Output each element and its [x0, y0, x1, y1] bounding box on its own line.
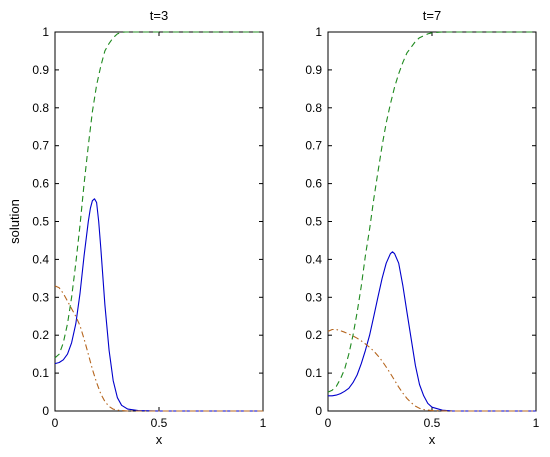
- chart-title: t=3: [150, 8, 168, 23]
- x-tick-label: 0: [325, 416, 332, 430]
- series-line-dashdot: [54, 285, 263, 412]
- y-tick-label: 0.8: [305, 101, 322, 115]
- y-tick-label: 0.7: [305, 139, 322, 153]
- subplot-t7: 0 0.1 0.2 0.3 0.4 0.5 0.6 0.7 0.8 0.9 1 0 0.5 1 t=7 x: [305, 8, 539, 447]
- x-tick-label: 1: [260, 416, 267, 430]
- y-tick-label: 0.2: [305, 328, 322, 342]
- x-tick-label: 0.5: [151, 416, 168, 430]
- y-axis-label: solution: [7, 199, 22, 244]
- y-tick-label: 0.6: [305, 177, 322, 191]
- series-line-solid: [54, 198, 263, 412]
- series-line-dashed: [327, 31, 536, 393]
- plot-frame: [327, 31, 537, 412]
- y-tick-label: 0.4: [32, 252, 49, 266]
- series-line-dashed: [54, 31, 263, 359]
- y-tick-label: 0.4: [305, 252, 322, 266]
- y-tick-label: 0.2: [32, 328, 49, 342]
- x-tick-label: 1: [533, 416, 540, 430]
- y-tick-label: 0.5: [305, 215, 322, 229]
- y-tick-label: 0.3: [32, 290, 49, 304]
- series-line-solid: [328, 251, 536, 412]
- y-tick-label: 0.9: [32, 63, 49, 77]
- x-tick-label: 0.5: [424, 416, 441, 430]
- y-tick-label: 0.8: [32, 101, 49, 115]
- y-tick-label: 0.1: [305, 366, 322, 380]
- y-tick-label: 1: [42, 25, 49, 39]
- y-tick-label: 0: [42, 404, 49, 418]
- x-axis-label: x: [429, 432, 436, 447]
- y-tick-label: 1: [315, 25, 322, 39]
- y-tick-label: 0: [315, 404, 322, 418]
- y-tick-label: 0.9: [305, 63, 322, 77]
- subplot-t3: 0 0.1 0.2 0.3 0.4 0.5 0.6 0.7 0.8 0.9 1 0 0.5 1 t=3 x so…: [7, 8, 267, 447]
- y-tick-label: 0.5: [32, 215, 49, 229]
- series-line-dashdot: [327, 328, 536, 412]
- chart-title: t=7: [423, 8, 441, 23]
- y-tick-label: 0.3: [305, 290, 322, 304]
- x-axis-label: x: [156, 432, 163, 447]
- y-tick-label: 0.6: [32, 177, 49, 191]
- x-tick-label: 0: [52, 416, 59, 430]
- y-tick-label: 0.1: [32, 366, 49, 380]
- y-tick-label: 0.7: [32, 139, 49, 153]
- plot-frame: [54, 31, 264, 412]
